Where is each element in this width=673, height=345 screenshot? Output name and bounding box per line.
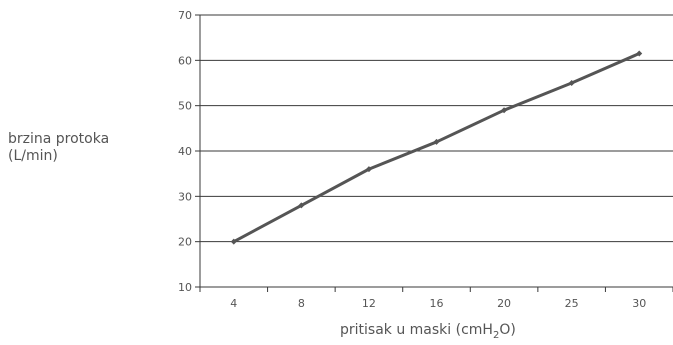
series-group <box>230 50 643 245</box>
y-tick-labels: 10 20 30 40 50 60 70 <box>178 9 192 294</box>
x-tick-label-4: 4 <box>230 297 237 310</box>
y-axis-label-line1: brzina protoka <box>8 131 110 147</box>
x-axis-label-subscript: 2 <box>492 329 500 341</box>
x-tick-labels: 4 8 12 16 20 25 30 <box>230 297 646 310</box>
data-point-16 <box>433 138 440 145</box>
y-axis-label: brzina protoka (L/min) <box>8 131 109 165</box>
y-tick-label-30: 30 <box>178 190 192 203</box>
x-tick-label-12: 12 <box>362 297 376 310</box>
data-point-25 <box>568 80 575 86</box>
y-tick-label-40: 40 <box>178 145 192 158</box>
y-tick-label-70: 70 <box>178 9 192 22</box>
data-point-8 <box>298 202 305 209</box>
x-tick-label-20: 20 <box>497 297 511 310</box>
y-gridlines <box>200 14 673 243</box>
data-point-20 <box>501 107 508 114</box>
x-axis-label-end: O) <box>499 322 516 338</box>
x-axis-label-main: pritisak u maski (cmH <box>340 322 493 338</box>
y-axis-label-line2: (L/min) <box>8 148 58 164</box>
series-line-0 <box>233 52 640 243</box>
y-tick-label-10: 10 <box>178 281 192 294</box>
data-point-30 <box>636 50 643 57</box>
axes <box>195 14 673 292</box>
y-tick-label-50: 50 <box>178 100 192 113</box>
x-tick-label-8: 8 <box>298 297 305 310</box>
x-tick-label-16: 16 <box>430 297 444 310</box>
x-tick-label-30: 30 <box>632 297 646 310</box>
y-tick-label-60: 60 <box>178 54 192 67</box>
y-tick-label-20: 20 <box>178 236 192 249</box>
x-axis-label: pritisak u maski (cmH2O) <box>340 322 516 341</box>
data-point-12 <box>365 166 372 173</box>
data-point-4 <box>230 238 237 245</box>
x-tick-label-25: 25 <box>565 297 579 310</box>
